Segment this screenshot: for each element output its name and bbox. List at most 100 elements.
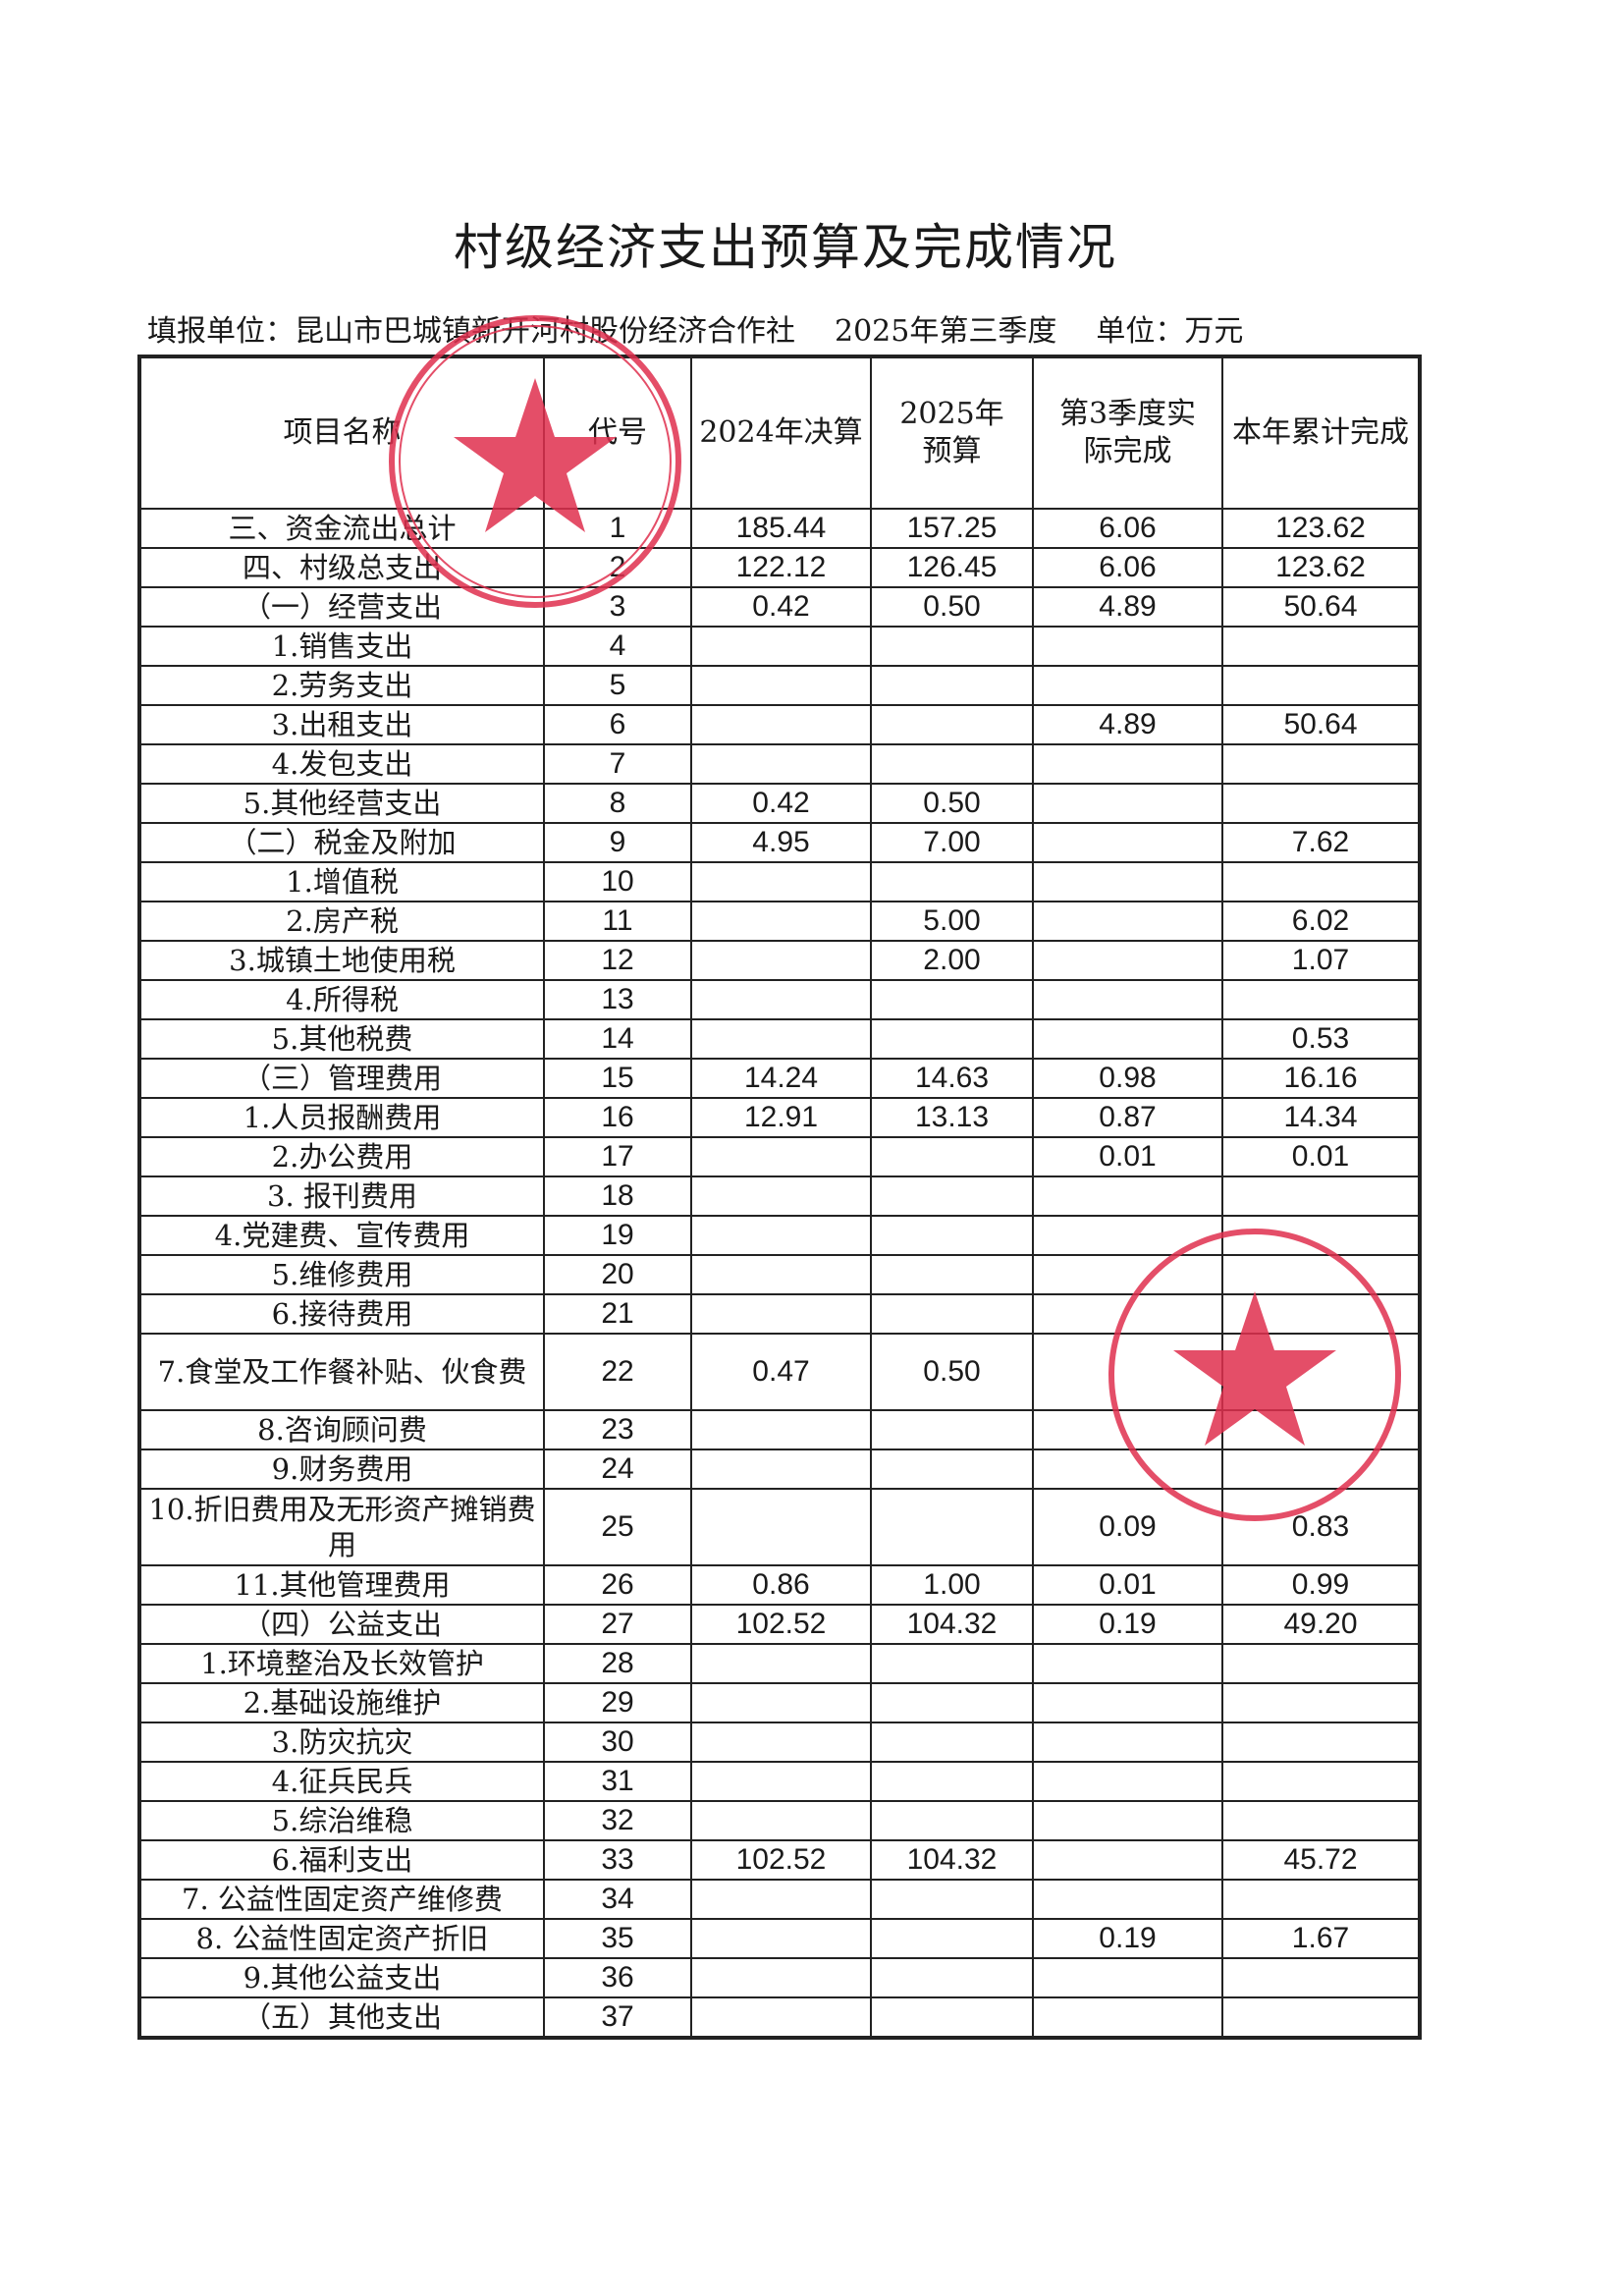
value-2025-budget [870,1918,1034,1959]
value-ytd [1221,1722,1421,1763]
value-q3-actual [1032,1761,1223,1802]
value-q3-actual [1032,1643,1223,1684]
item-code: 19 [543,1215,692,1256]
header-q3-actual: 第3季度实际完成 [1032,355,1223,510]
value-2024-final [690,1175,872,1217]
value-2024-final [690,1449,872,1490]
item-code: 28 [543,1643,692,1684]
report-info: 填报单位：昆山市巴城镇新开河村股份经济合作社 2025年第三季度 单位：万元 [147,306,1282,350]
header-ytd: 本年累计完成 [1221,355,1421,510]
header-2025-budget: 2025年预算 [870,355,1034,510]
table-row: 5.维修费用 20 [138,1254,1421,1295]
value-q3-actual [1032,783,1223,824]
value-2024-final [690,1215,872,1256]
item-name: 4.所得税 [138,979,545,1020]
table-row: 四、村级总支出 2 122.12 126.45 6.06 123.62 [138,547,1421,588]
value-q3-actual [1032,940,1223,981]
item-name: 1.环境整治及长效管护 [138,1643,545,1684]
value-2024-final [690,1643,872,1684]
item-code: 33 [543,1839,692,1881]
item-code: 27 [543,1604,692,1645]
table-row: 4.发包支出 7 [138,743,1421,785]
value-2024-final [690,1996,872,2039]
value-q3-actual: 4.89 [1032,704,1223,745]
value-2025-budget [870,1761,1034,1802]
value-2024-final [690,743,872,785]
item-name: 5.其他税费 [138,1018,545,1060]
value-2024-final [690,1488,872,1566]
item-name: 9.其他公益支出 [138,1957,545,1998]
value-2025-budget: 0.50 [870,783,1034,824]
value-q3-actual [1032,1018,1223,1060]
value-2025-budget [870,1018,1034,1060]
value-2025-budget [870,1879,1034,1920]
value-q3-actual [1032,1449,1223,1490]
reporting-unit: 填报单位：昆山市巴城镇新开河村股份经济合作社 [147,314,795,349]
value-2024-final: 0.47 [690,1333,872,1411]
header-item-name: 项目名称 [138,355,545,510]
item-code: 1 [543,508,692,549]
item-code: 34 [543,1879,692,1920]
value-2025-budget: 104.32 [870,1604,1034,1645]
value-2024-final [690,1682,872,1723]
value-q3-actual [1032,1293,1223,1335]
value-ytd [1221,665,1421,706]
value-2024-final [690,1018,872,1060]
value-2025-budget: 14.63 [870,1058,1034,1099]
value-ytd [1221,1254,1421,1295]
value-q3-actual: 0.09 [1032,1488,1223,1566]
value-2025-budget [870,704,1034,745]
value-ytd: 45.72 [1221,1839,1421,1881]
item-name: 3.城镇土地使用税 [138,940,545,981]
value-2025-budget [870,1175,1034,1217]
value-ytd [1221,1449,1421,1490]
table-row: 5.其他税费 14 0.53 [138,1018,1421,1060]
item-name: 3.出租支出 [138,704,545,745]
value-ytd [1221,1643,1421,1684]
value-q3-actual: 0.19 [1032,1918,1223,1959]
value-2025-budget [870,1682,1034,1723]
value-2025-budget: 0.50 [870,1333,1034,1411]
value-ytd [1221,1957,1421,1998]
header-2024-final: 2024年决算 [690,355,872,510]
item-name: 8.咨询顾问费 [138,1409,545,1450]
item-name: 2.办公费用 [138,1136,545,1177]
value-q3-actual [1032,1839,1223,1881]
value-ytd: 0.83 [1221,1488,1421,1566]
item-name: 3.防灾抗灾 [138,1722,545,1763]
value-q3-actual: 6.06 [1032,547,1223,588]
value-2024-final [690,979,872,1020]
value-ytd: 50.64 [1221,704,1421,745]
item-code: 36 [543,1957,692,1998]
item-name: 4.发包支出 [138,743,545,785]
item-name: 11.其他管理费用 [138,1564,545,1606]
table-row: 1.销售支出 4 [138,626,1421,667]
reporting-period: 2025年第三季度 [835,314,1057,349]
value-2024-final [690,1879,872,1920]
value-2024-final [690,626,872,667]
table-row: （二）税金及附加 9 4.95 7.00 7.62 [138,822,1421,863]
item-code: 30 [543,1722,692,1763]
value-2024-final: 102.52 [690,1839,872,1881]
value-ytd [1221,1879,1421,1920]
value-ytd: 123.62 [1221,547,1421,588]
item-name: 10.折旧费用及无形资产摊销费用 [138,1488,545,1566]
value-2025-budget [870,626,1034,667]
table-row: 三、资金流出总计 1 185.44 157.25 6.06 123.62 [138,508,1421,549]
value-2024-final [690,1761,872,1802]
value-2024-final: 102.52 [690,1604,872,1645]
value-ytd [1221,1293,1421,1335]
item-code: 6 [543,704,692,745]
value-2024-final [690,940,872,981]
value-2025-budget: 5.00 [870,901,1034,942]
value-2024-final [690,665,872,706]
item-name: 2.房产税 [138,901,545,942]
value-2024-final: 185.44 [690,508,872,549]
table-row: 4.征兵民兵 31 [138,1761,1421,1802]
value-2025-budget [870,1215,1034,1256]
expenditure-table: 项目名称 代号 2024年决算 2025年预算 第3季度实际完成 本年累计完成 … [137,355,1422,2040]
value-2024-final: 12.91 [690,1097,872,1138]
value-q3-actual: 4.89 [1032,586,1223,628]
value-ytd: 123.62 [1221,508,1421,549]
value-ytd: 16.16 [1221,1058,1421,1099]
